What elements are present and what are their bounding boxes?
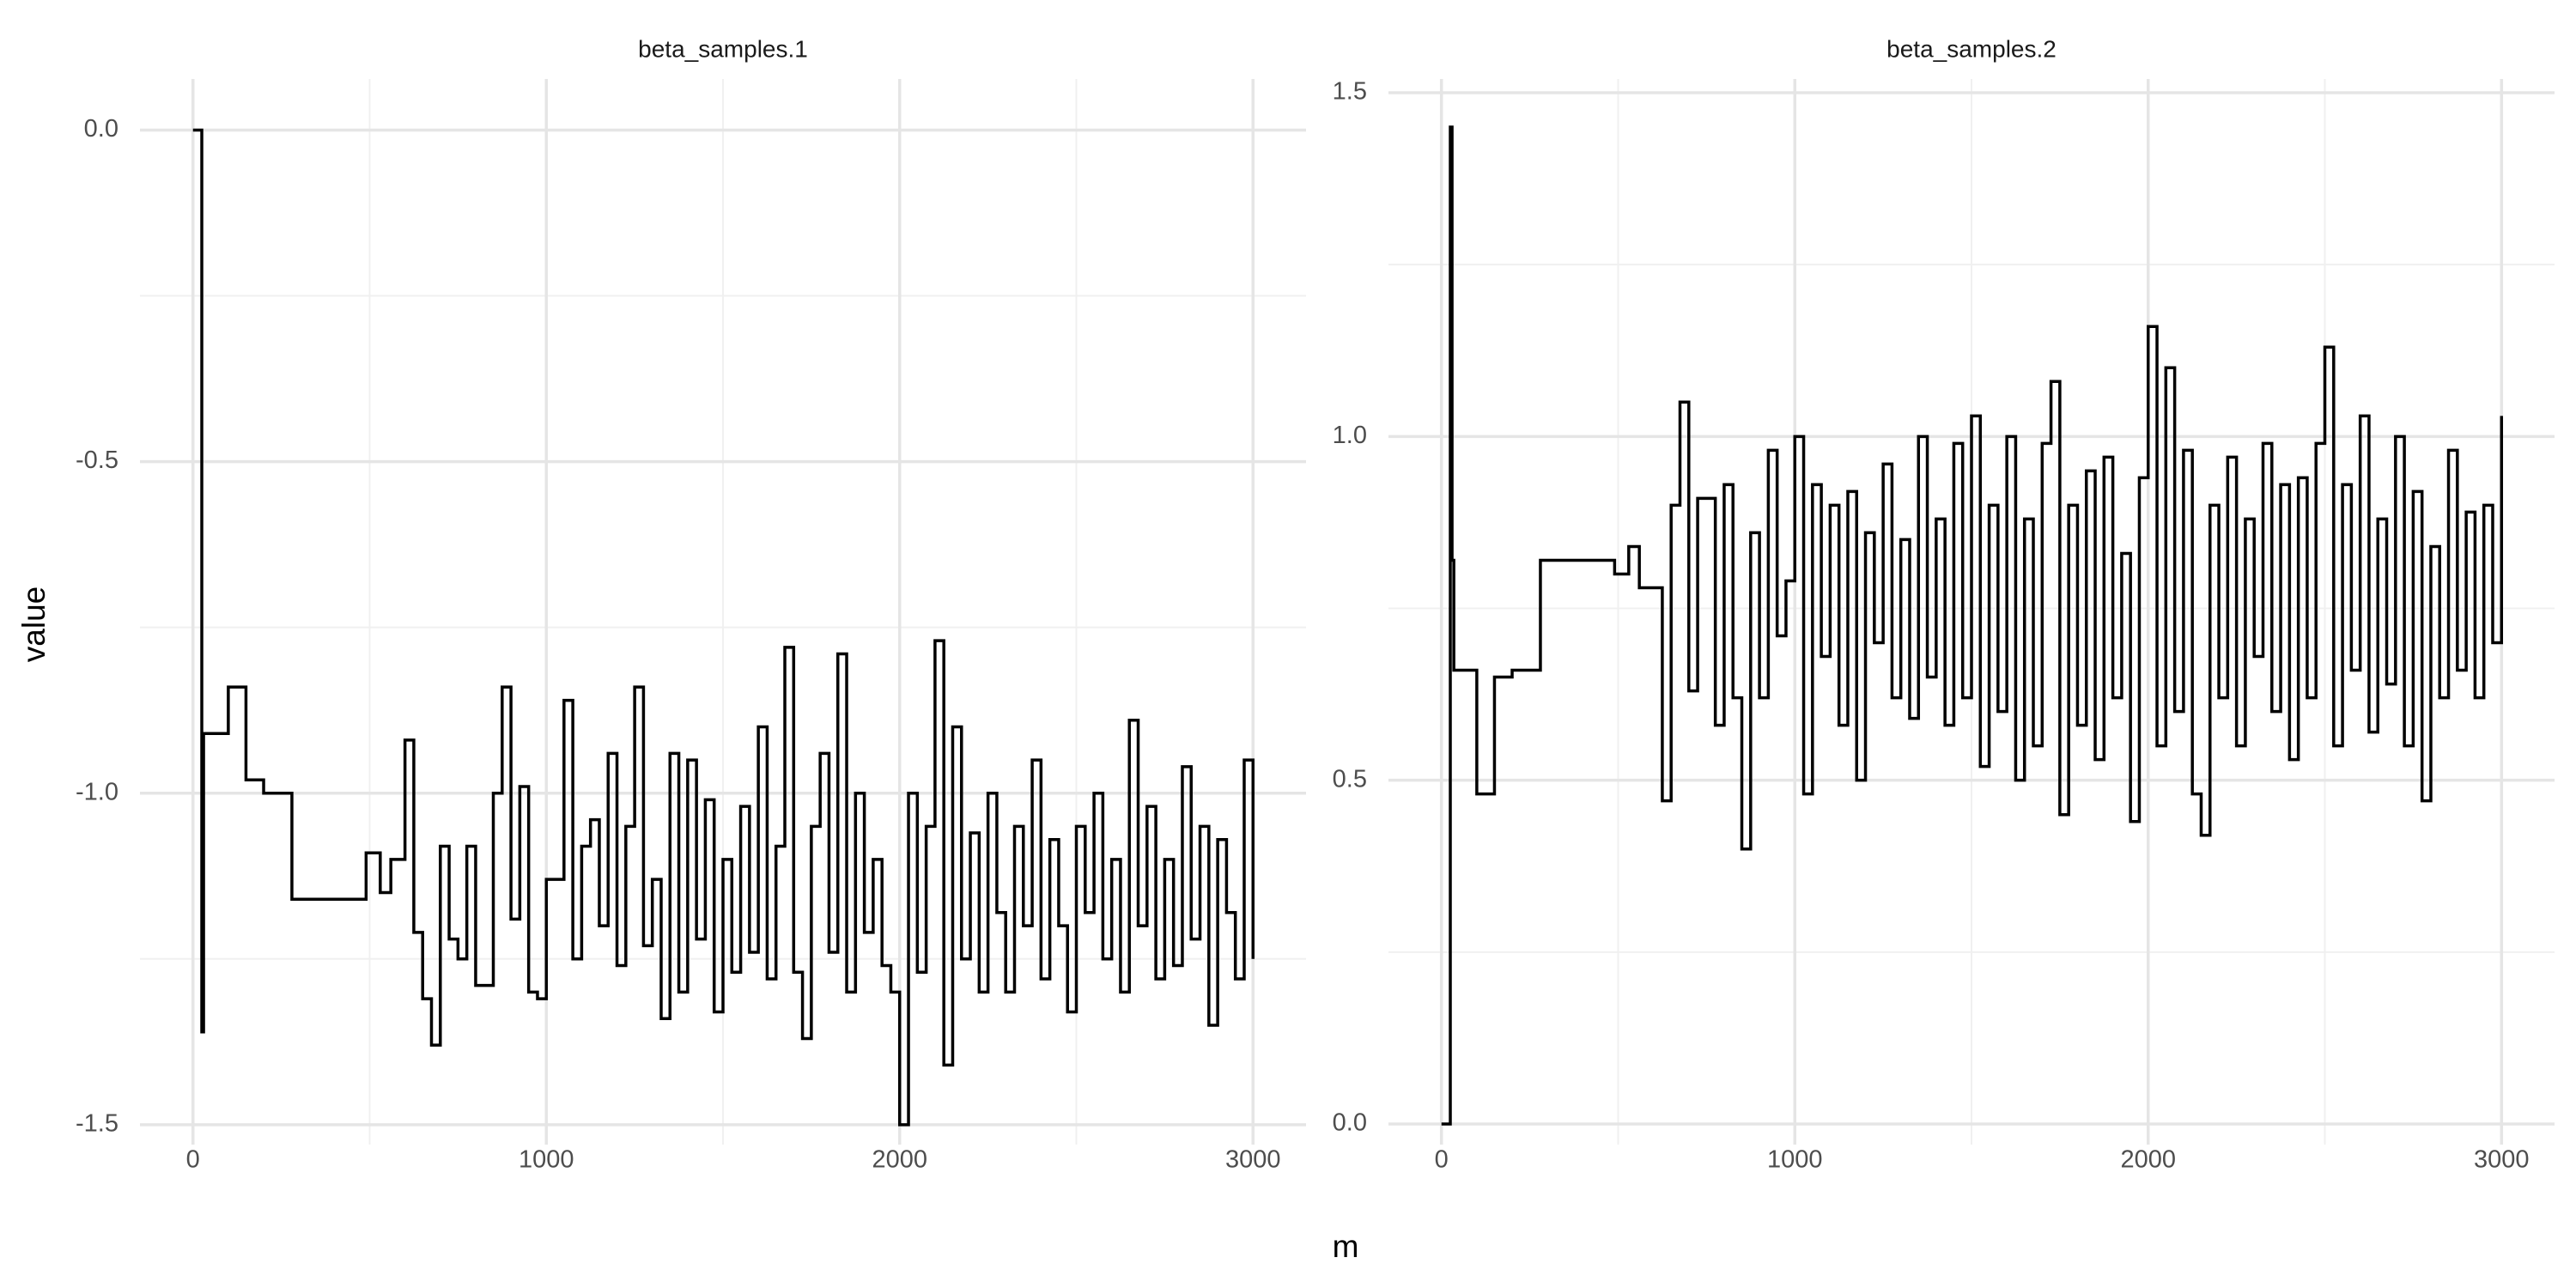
y-tick-label: 0.0	[1333, 1109, 1367, 1137]
x-axis-label: m	[1333, 1229, 1359, 1264]
y-tick-label: -0.5	[76, 447, 118, 474]
y-tick-label: 0.0	[84, 115, 118, 143]
y-tick-label: 1.0	[1333, 422, 1367, 449]
y-axis-label: value	[16, 586, 52, 662]
panel-title: beta_samples.2	[1886, 35, 2057, 62]
y-tick-label: 0.5	[1333, 765, 1367, 793]
y-tick-label: 1.5	[1333, 78, 1367, 106]
panel-title: beta_samples.1	[638, 35, 808, 62]
x-tick-label: 0	[1435, 1146, 1449, 1174]
x-tick-label: 1000	[519, 1146, 574, 1174]
y-tick-label: -1.0	[76, 778, 118, 805]
x-tick-label: 1000	[1767, 1146, 1823, 1174]
trace-line	[1441, 125, 2504, 1126]
x-tick-label: 2000	[2120, 1146, 2176, 1174]
x-tick-label: 3000	[1225, 1146, 1281, 1174]
y-tick-label: -1.5	[76, 1109, 118, 1137]
x-tick-label: 0	[186, 1146, 200, 1174]
x-tick-label: 3000	[2474, 1146, 2530, 1174]
trace-line	[192, 128, 1255, 1127]
x-tick-label: 2000	[872, 1146, 927, 1174]
